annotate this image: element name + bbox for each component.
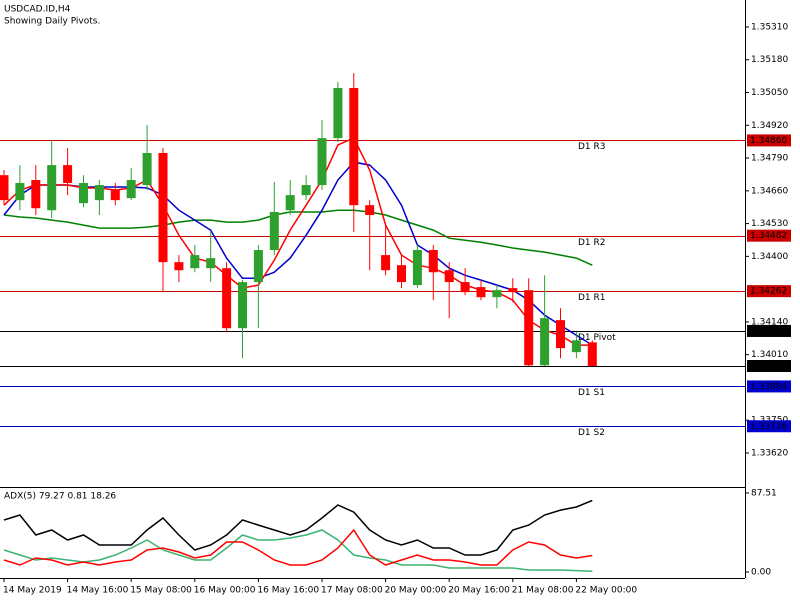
candle-body xyxy=(301,185,311,196)
indicator-title: ADX(5) 79.27 0.81 18.26 xyxy=(4,492,116,502)
candle-body xyxy=(253,250,263,283)
candle-body xyxy=(587,342,597,367)
candle-body xyxy=(571,340,581,353)
y-tick-label: 87.51 xyxy=(751,489,777,499)
x-tick-label: 16 May 16:00 xyxy=(257,586,319,596)
pivot-level-name: D1 S1 xyxy=(578,388,605,398)
candle-body xyxy=(460,282,470,293)
candle-body xyxy=(397,265,406,283)
indicator-line xyxy=(3,529,593,573)
candle-body xyxy=(94,185,104,201)
candle-body xyxy=(508,288,518,293)
y-tick-label: 1.34530 xyxy=(751,219,788,229)
candle-body xyxy=(556,320,565,349)
candle-body xyxy=(317,138,327,186)
current-price-label: 1.33965 xyxy=(750,362,787,372)
candle-body xyxy=(476,287,486,298)
candle-body xyxy=(285,195,295,211)
x-tick-label: 17 May 08:00 xyxy=(321,586,383,596)
candle-body xyxy=(110,190,120,201)
level-price-box xyxy=(747,229,791,242)
y-tick-label: 0.00 xyxy=(751,568,771,578)
candle-body xyxy=(47,165,57,211)
candle-body xyxy=(206,258,216,269)
indicator-line xyxy=(3,528,593,566)
y-tick-label: 1.34790 xyxy=(751,154,788,164)
x-tick-label: 16 May 00:00 xyxy=(194,586,256,596)
level-price-label: 1.34262 xyxy=(750,287,787,297)
level-price-label: 1.34860 xyxy=(750,136,787,146)
candle-body xyxy=(269,211,279,251)
pivot-level-name: D1 R1 xyxy=(578,293,606,303)
pivot-level-name: D1 S2 xyxy=(578,428,605,438)
x-tick-label: 21 May 08:00 xyxy=(512,586,574,596)
level-price-box xyxy=(747,324,791,337)
y-tick-label: 1.34010 xyxy=(751,350,788,360)
candle-body xyxy=(428,250,438,273)
y-tick-label: 1.34400 xyxy=(751,252,788,262)
x-tick-label: 14 May 16:00 xyxy=(67,586,129,596)
candle-body xyxy=(412,250,422,286)
candle-body xyxy=(238,282,247,329)
x-tick-label: 15 May 08:00 xyxy=(130,586,192,596)
candle-body xyxy=(492,290,502,298)
candle-body xyxy=(524,290,534,366)
candle-body xyxy=(63,165,73,184)
x-tick-label: 22 May 00:00 xyxy=(575,586,637,596)
candle-body xyxy=(0,175,9,201)
level-price-label: 1.33726 xyxy=(750,422,787,432)
candle-body xyxy=(158,153,168,263)
candle-body xyxy=(15,183,25,201)
y-tick-label: 1.34920 xyxy=(751,121,788,131)
candle-body xyxy=(381,255,391,271)
pivot-level-name: D1 Pivot xyxy=(578,333,616,343)
x-tick-label: 20 May 16:00 xyxy=(448,586,510,596)
candle-body xyxy=(222,268,232,329)
level-price-box xyxy=(747,380,791,393)
x-tick-label: 14 May 2019 xyxy=(3,586,62,596)
y-tick-label: 1.35050 xyxy=(751,88,788,98)
candle-body xyxy=(174,262,184,271)
y-tick-label: 1.35310 xyxy=(751,22,788,32)
candle-body xyxy=(444,270,454,283)
indicator-line xyxy=(3,499,593,556)
candle-body xyxy=(190,255,200,269)
level-price-label: 1.34104 xyxy=(750,326,787,336)
current-price-box xyxy=(747,360,791,373)
x-tick-label: 20 May 00:00 xyxy=(385,586,447,596)
level-price-box xyxy=(747,285,791,298)
chart-title: USDCAD.ID,H4 xyxy=(4,5,71,15)
candle-body xyxy=(333,87,343,139)
indicator-line xyxy=(3,209,593,266)
candle-body xyxy=(79,183,88,204)
candle-body xyxy=(365,205,375,216)
pivot-level-name: D1 R2 xyxy=(578,238,606,248)
y-tick-label: 1.33620 xyxy=(751,448,788,458)
level-price-box xyxy=(747,134,791,147)
candle-body xyxy=(126,179,136,199)
level-price-label: 1.33884 xyxy=(750,382,787,392)
candle-body xyxy=(540,318,550,366)
candle-body xyxy=(142,153,152,186)
pivot-level-name: D1 R3 xyxy=(578,142,606,152)
y-tick-label: 1.35180 xyxy=(751,55,788,65)
level-price-label: 1.34482 xyxy=(750,231,787,241)
candle-body xyxy=(349,87,359,206)
candle-body xyxy=(31,179,41,209)
y-tick-label: 1.34140 xyxy=(751,317,788,327)
y-tick-label: 1.34660 xyxy=(751,186,788,196)
chart-subtitle: Showing Daily Pivots. xyxy=(4,17,100,27)
level-price-box xyxy=(747,420,791,433)
